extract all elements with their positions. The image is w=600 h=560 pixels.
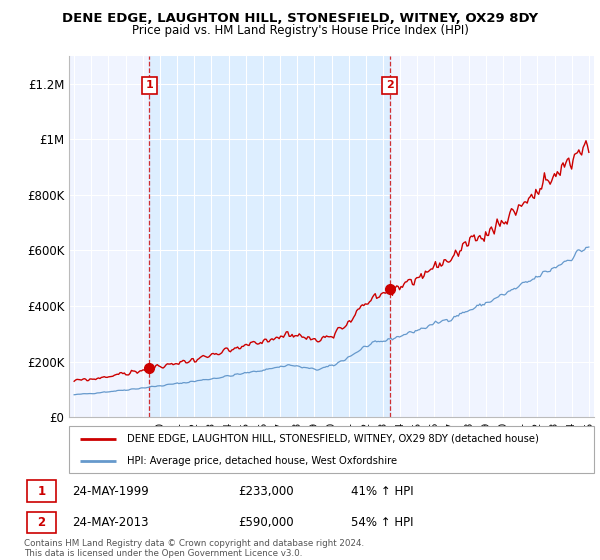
- Text: 1: 1: [37, 484, 46, 498]
- Text: 54% ↑ HPI: 54% ↑ HPI: [351, 516, 413, 529]
- FancyBboxPatch shape: [27, 512, 56, 533]
- Text: Price paid vs. HM Land Registry's House Price Index (HPI): Price paid vs. HM Land Registry's House …: [131, 24, 469, 36]
- Text: 2: 2: [386, 80, 394, 90]
- FancyBboxPatch shape: [27, 480, 56, 502]
- Text: £590,000: £590,000: [238, 516, 294, 529]
- Text: DENE EDGE, LAUGHTON HILL, STONESFIELD, WITNEY, OX29 8DY: DENE EDGE, LAUGHTON HILL, STONESFIELD, W…: [62, 12, 538, 25]
- Bar: [149, 56, 389, 417]
- FancyBboxPatch shape: [69, 426, 594, 473]
- Text: 24-MAY-2013: 24-MAY-2013: [72, 516, 148, 529]
- Text: 2: 2: [37, 516, 46, 529]
- Text: Contains HM Land Registry data © Crown copyright and database right 2024.
This d: Contains HM Land Registry data © Crown c…: [24, 539, 364, 558]
- Text: 41% ↑ HPI: 41% ↑ HPI: [351, 484, 414, 498]
- Text: DENE EDGE, LAUGHTON HILL, STONESFIELD, WITNEY, OX29 8DY (detached house): DENE EDGE, LAUGHTON HILL, STONESFIELD, W…: [127, 434, 539, 444]
- Text: HPI: Average price, detached house, West Oxfordshire: HPI: Average price, detached house, West…: [127, 456, 397, 466]
- Text: 1: 1: [146, 80, 154, 90]
- Text: 24-MAY-1999: 24-MAY-1999: [72, 484, 149, 498]
- Text: £233,000: £233,000: [238, 484, 294, 498]
